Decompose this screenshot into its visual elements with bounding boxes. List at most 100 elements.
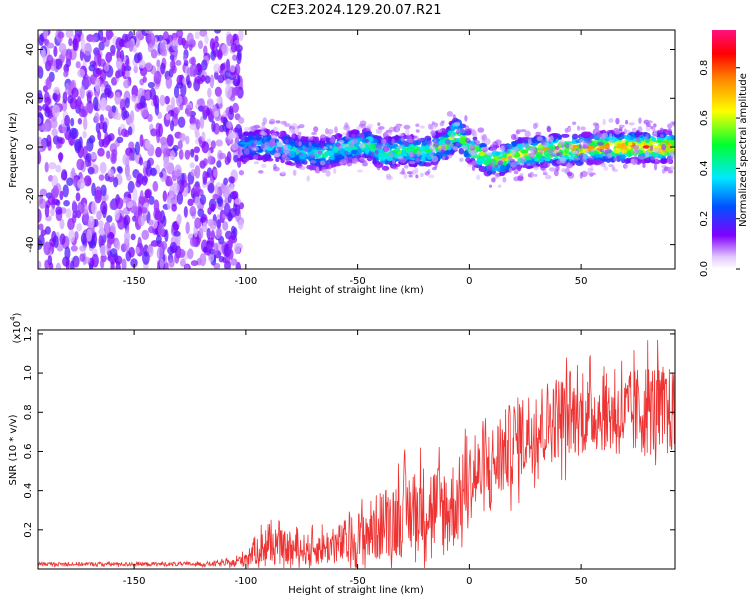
heatmap-cell: [180, 95, 188, 106]
heatmap-cell: [272, 126, 278, 133]
heatmap-cell: [291, 123, 298, 128]
heatmap-cell: [169, 54, 175, 61]
heatmap-cell: [617, 143, 622, 149]
heatmap-cell: [76, 223, 83, 232]
figure-title: C2E3.2024.129.20.07.R21: [270, 3, 441, 18]
heatmap-cell: [92, 96, 99, 111]
heatmap-cell: [194, 165, 201, 179]
heatmap-cell: [403, 164, 409, 169]
heatmap-cell: [64, 114, 71, 127]
heatmap-cell: [284, 123, 291, 128]
heatmap-cell: [343, 143, 350, 148]
heatmap-cell: [599, 148, 605, 153]
snr-y-label: SNR (10 * v/v): [8, 414, 19, 485]
heatmap-cell: [163, 96, 171, 105]
heatmap-cell: [224, 230, 233, 240]
heatmap-cell: [54, 58, 63, 70]
heatmap-cell: [431, 121, 435, 126]
snr-scale-factor: (x104): [9, 312, 23, 343]
heatmap-cell: [406, 145, 415, 153]
heatmap-cell: [179, 132, 186, 142]
heatmap-cell: [416, 150, 421, 157]
heatmap-cell: [299, 136, 307, 141]
heatmap-cell: [256, 154, 264, 161]
heatmap-cell: [420, 172, 424, 178]
heatmap-cell: [288, 128, 295, 134]
heatmap-cell: [602, 118, 607, 126]
heatmap-cell: [508, 167, 513, 174]
heatmap-cell: [99, 69, 107, 82]
heatmap-cell: [524, 144, 531, 149]
heatmap-cell: [404, 129, 410, 136]
heatmap-cell: [334, 126, 338, 134]
heatmap-cell: [284, 139, 289, 144]
heatmap-cell: [177, 116, 186, 128]
heatmap-cell: [654, 156, 659, 162]
heatmap-cell: [89, 264, 94, 269]
heatmap-cell: [78, 108, 87, 118]
heatmap-cell: [403, 173, 408, 179]
heatmap-cell: [447, 153, 453, 159]
x-tick-label: -100: [235, 576, 258, 587]
heatmap-cell: [204, 34, 209, 45]
heatmap-cell: [641, 154, 645, 159]
heatmap-cell: [77, 178, 86, 190]
heatmap-cell: [426, 139, 433, 147]
heatmap-cell: [578, 143, 582, 150]
heatmap-cell: [432, 141, 440, 148]
heatmap-cell: [479, 150, 486, 157]
heatmap-cell: [199, 30, 208, 37]
heatmap-cell: [190, 148, 195, 158]
heatmap-cell: [572, 121, 577, 125]
y-tick-label: -40: [25, 236, 36, 252]
heatmap-cell: [231, 142, 239, 151]
heatmap-cell: [93, 47, 100, 56]
heatmap-cell: [483, 137, 491, 145]
heatmap-cell: [142, 110, 150, 117]
heatmap-cell: [75, 192, 81, 202]
heatmap-cell: [308, 154, 316, 159]
heatmap-cell: [578, 153, 584, 160]
heatmap-cell: [211, 120, 216, 133]
heatmap-cell: [293, 127, 300, 135]
heatmap-cell: [101, 195, 107, 203]
heatmap-cell: [165, 75, 173, 89]
heatmap-cell: [529, 146, 537, 153]
heatmap-cell: [461, 145, 468, 151]
heatmap-cell: [509, 161, 517, 168]
heatmap-cell: [121, 63, 126, 77]
heatmap-cell: [238, 218, 244, 230]
heatmap-cell: [653, 147, 661, 154]
heatmap-cell: [289, 141, 297, 145]
heatmap-cell: [445, 139, 451, 145]
heatmap-cell: [111, 148, 118, 158]
heatmap-cell: [260, 126, 266, 130]
heatmap-cell: [190, 56, 196, 66]
heatmap-cell: [59, 233, 66, 245]
heatmap-cell: [242, 157, 250, 162]
heatmap-cell: [448, 143, 454, 148]
heatmap-cell: [166, 196, 172, 210]
heatmap-cell: [91, 253, 99, 268]
heatmap-cell: [64, 246, 71, 261]
heatmap-cell: [224, 84, 232, 99]
heatmap-cell: [173, 106, 181, 114]
heatmap-cell: [659, 127, 664, 133]
heatmap-cell: [627, 150, 632, 158]
heatmap-cell: [507, 155, 513, 161]
heatmap-cell: [121, 128, 128, 138]
heatmap-cell: [106, 150, 111, 160]
heatmap-cell: [631, 127, 637, 133]
heatmap-cell: [87, 166, 95, 175]
heatmap-cell: [407, 138, 414, 144]
heatmap-cell: [465, 137, 471, 144]
heatmap-cell: [115, 70, 121, 79]
heatmap-cell: [55, 206, 63, 215]
heatmap-cell: [609, 133, 613, 139]
heatmap-cell: [480, 146, 488, 151]
heatmap-cell: [216, 219, 222, 229]
heatmap-cell: [334, 133, 343, 140]
heatmap-cell: [626, 145, 632, 150]
heatmap-cell: [520, 156, 526, 163]
heatmap-cell: [653, 123, 657, 128]
